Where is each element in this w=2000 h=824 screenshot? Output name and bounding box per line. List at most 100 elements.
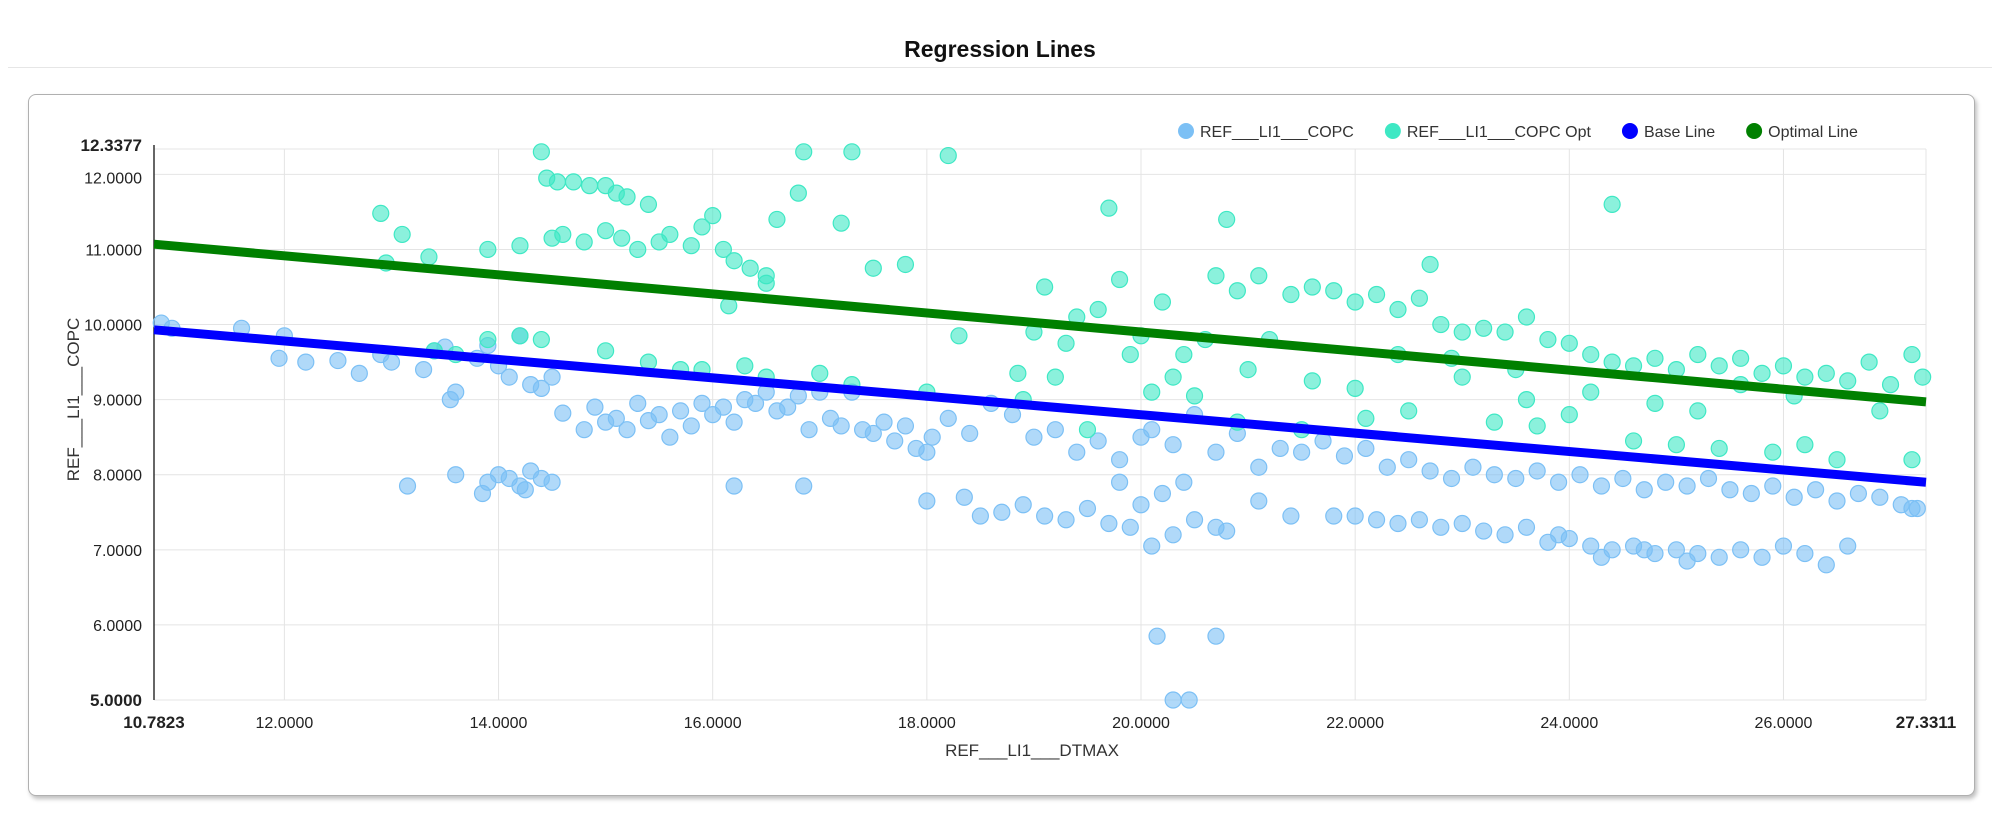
scatter-point-series-1 (1110, 473, 1129, 491)
scatter-point-series-1 (441, 391, 459, 409)
scatter-point-series-2 (1046, 368, 1064, 386)
scatter-point-series-2 (1646, 349, 1664, 367)
scatter-point-series-2 (1143, 383, 1161, 401)
scatter-point-series-1 (746, 394, 765, 412)
scatter-point-series-1 (1817, 556, 1835, 574)
scatter-point-series-1 (1367, 511, 1386, 529)
scatter-point-series-1 (1218, 522, 1236, 540)
scatter-point-series-2 (1282, 285, 1300, 304)
scatter-point-series-2 (1732, 349, 1750, 367)
scatter-point-series-1 (1764, 477, 1782, 495)
scatter-point-series-2 (704, 207, 722, 225)
scatter-point-series-1 (961, 424, 979, 443)
scatter-point-series-1 (1148, 627, 1166, 645)
legend-marker (1746, 123, 1763, 139)
scatter-point-series-2 (864, 259, 882, 277)
scatter-point-series-1 (1667, 541, 1685, 559)
scatter-point-series-2 (1346, 293, 1364, 311)
scatter-point-series-1 (500, 368, 518, 386)
scatter-point-series-1 (1550, 473, 1568, 491)
scatter-point-series-1 (1839, 537, 1857, 555)
scatter-point-series-1 (398, 477, 417, 495)
scatter-point-series-1 (1432, 518, 1450, 536)
legend-item[interactable]: REF___LI1___COPC (1178, 123, 1354, 141)
chart-card: 10.7823 12.0000 14.0000 16.0000 18.0000 20.00… (28, 94, 1975, 796)
scatter-point-series-2 (1057, 334, 1075, 352)
scatter-point-series-2 (950, 327, 968, 345)
scatter-point-series-1 (1089, 432, 1107, 450)
scatter-point-series-1 (693, 394, 711, 412)
y-tick-label: 9.0000 (93, 393, 142, 410)
scatter-point-series-2 (1303, 372, 1321, 390)
scatter-point-series-1 (270, 349, 288, 367)
y-tick-label: 12.3377 (81, 136, 142, 155)
y-tick-label: 12.0000 (84, 170, 142, 187)
title-divider (8, 67, 1992, 68)
legend-item[interactable]: Base Line (1621, 123, 1715, 141)
scatter-point-series-2 (1753, 364, 1771, 382)
scatter-point-series-2 (1207, 267, 1225, 285)
scatter-point-series-1 (1507, 469, 1525, 488)
scatter-point-series-2 (597, 342, 615, 360)
scatter-point-series-1 (1068, 443, 1086, 461)
scatter-point-series-2 (1228, 282, 1246, 300)
scatter-point-series-2 (1250, 267, 1268, 285)
scatter-point-series-2 (479, 330, 497, 349)
scatter-point-series-2 (1410, 289, 1429, 307)
scatter-point-series-2 (1710, 357, 1728, 375)
scatter-point-series-1 (1185, 511, 1204, 529)
scatter-point-series-2 (1689, 402, 1707, 420)
scatter-point-series-1 (1849, 484, 1868, 503)
legend-item[interactable]: REF___LI1___COPC Opt (1384, 123, 1592, 141)
scatter-point-series-1 (1678, 552, 1696, 570)
scatter-point-series-1 (1046, 421, 1064, 439)
scatter-point-series-2 (725, 252, 743, 270)
scatter-point-series-2 (639, 195, 658, 213)
optimal-line (153, 239, 1927, 407)
scatter-point-series-2 (613, 229, 631, 247)
scatter-point-series-2 (629, 240, 647, 259)
scatter-point-series-1 (1635, 541, 1653, 559)
scatter-point-series-2 (1303, 278, 1321, 296)
scatter-point-series-2 (1774, 357, 1793, 375)
scatter-point-series-1 (1732, 541, 1750, 559)
scatter-point-series-1 (1614, 469, 1632, 488)
scatter-point-series-2 (1539, 330, 1557, 349)
x-axis-label: REF___LI1___DTMAX (945, 741, 1119, 760)
legend-label: Optimal Line (1768, 124, 1858, 141)
scatter-point-series-2 (661, 225, 679, 244)
scatter-point-series-1 (1571, 466, 1589, 484)
scatter-point-series-2 (795, 143, 813, 161)
scatter-point-series-2 (1817, 364, 1835, 382)
scatter-point-series-2 (714, 240, 733, 259)
scatter-point-series-1 (1036, 507, 1054, 525)
scatter-point-series-2 (1582, 345, 1600, 364)
legend-item[interactable]: Optimal Line (1746, 123, 1858, 141)
scatter-point-series-1 (725, 413, 743, 431)
scatter-point-series-2 (1367, 285, 1386, 304)
scatter-point-series-1 (1496, 526, 1514, 544)
scatter-point-series-2 (789, 184, 807, 202)
scatter-point-series-1 (329, 351, 347, 370)
scatter-point-series-2 (939, 146, 957, 165)
scatter-point-series-2 (1389, 300, 1407, 319)
scatter-point-series-2 (1646, 394, 1664, 412)
x-tick-label: 26.0000 (1755, 715, 1813, 732)
scatter-point-series-2 (511, 327, 529, 345)
scatter-point-series-1 (918, 492, 936, 510)
lines-layer (153, 239, 1927, 487)
scatter-point-series-2 (1796, 436, 1814, 454)
scatter-point-series-1 (532, 379, 550, 397)
scatter-point-series-2 (1881, 376, 1900, 394)
scatter-point-series-2 (1185, 387, 1204, 405)
scatter-point-series-1 (918, 443, 936, 461)
scatter-point-series-1 (1475, 522, 1493, 540)
scatter-point-series-1 (896, 417, 915, 435)
scatter-point-series-1 (1164, 691, 1182, 709)
scatter-point-series-1 (618, 421, 636, 439)
scatter-point-series-1 (543, 473, 561, 491)
scatter-point-series-2 (564, 173, 583, 191)
legend-label: REF___LI1___COPC (1200, 124, 1354, 141)
scatter-point-series-2 (832, 214, 850, 232)
scatter-point-series-1 (1003, 406, 1022, 424)
